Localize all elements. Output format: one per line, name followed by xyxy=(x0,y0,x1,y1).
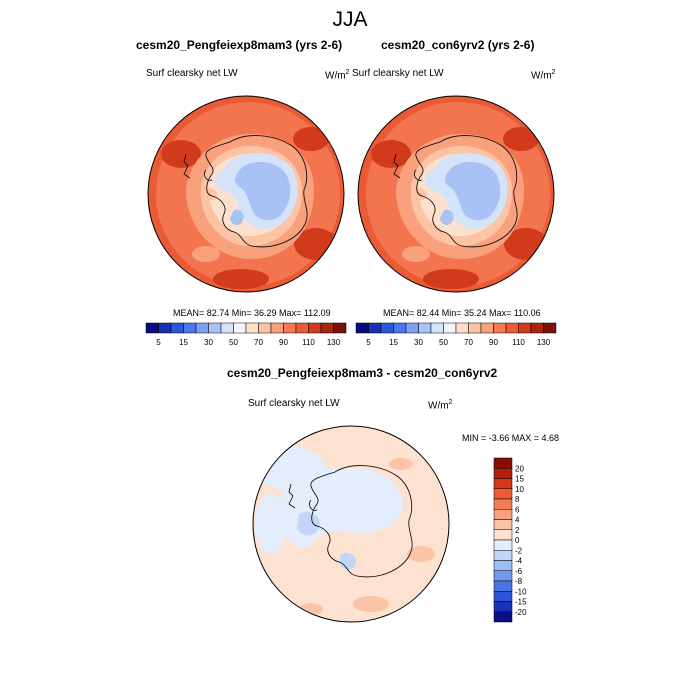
colorbar-tick-label: 6 xyxy=(515,505,520,514)
main-title: JJA xyxy=(332,8,368,31)
panel-1-units: W/m2 xyxy=(325,69,350,82)
colorbar-box xyxy=(493,591,513,602)
colorbar-box xyxy=(493,478,513,489)
colorbar-box xyxy=(493,560,513,571)
colorbar-box xyxy=(220,322,234,334)
panel-2-variable-label: Surf clearsky net LW xyxy=(352,68,444,79)
colorbar-box xyxy=(480,322,494,334)
colorbar-box xyxy=(493,509,513,520)
colorbar-tick-label: 110 xyxy=(302,338,315,347)
colorbar-box xyxy=(493,468,513,479)
panel-3-stats: MIN = -3.66 MAX = 4.68 xyxy=(462,433,560,443)
colorbar-tick-label: 90 xyxy=(489,338,498,347)
colorbar-box xyxy=(283,322,297,334)
colorbar-tick-label: 70 xyxy=(254,338,263,347)
colorbar-box xyxy=(493,611,513,623)
panel-1-title: cesm20_Pengfeiexp8mam3 (yrs 2-6) xyxy=(136,38,343,52)
colorbar-tick-label: 5 xyxy=(156,338,161,347)
panel-2-title: cesm20_con6yrv2 (yrs 2-6) xyxy=(381,38,535,52)
colorbar-tick-label: 0 xyxy=(515,536,520,545)
colorbar-box xyxy=(493,457,513,469)
colorbar-tick-label: 70 xyxy=(464,338,473,347)
colorbar-tick-label: 10 xyxy=(515,485,524,494)
colorbar-box xyxy=(493,550,513,561)
colorbar-tick-label: 15 xyxy=(179,338,188,347)
colorbar-tick-label: 20 xyxy=(515,464,524,473)
panel-3-units: W/m2 xyxy=(428,399,453,412)
panel-2-units: W/m2 xyxy=(531,69,556,82)
colorbar-tick-label: 130 xyxy=(327,338,341,347)
colorbar-tick-label: -15 xyxy=(515,598,527,607)
colorbar-box xyxy=(518,322,532,334)
panel-1-map xyxy=(147,95,345,293)
colorbar-box xyxy=(245,322,259,334)
colorbar-tick-label: 90 xyxy=(279,338,288,347)
colorbar-box xyxy=(208,322,222,334)
colorbar-tick-label: -6 xyxy=(515,567,523,576)
colorbar-tick-label: -8 xyxy=(515,577,523,586)
colorbar-tick-label: 30 xyxy=(414,338,423,347)
colorbar-tick-label: -4 xyxy=(515,557,523,566)
colorbar-box xyxy=(493,529,513,541)
colorbar-box xyxy=(430,322,444,334)
colorbar-box xyxy=(308,322,322,334)
colorbar-tick-label: 110 xyxy=(512,338,525,347)
panel-1-variable-label: Surf clearsky net LW xyxy=(146,68,238,79)
panel-2-colorbar: 5 15 30 50 70 90 110 130 xyxy=(355,322,557,347)
colorbar-box xyxy=(493,601,513,612)
colorbar-tick-label: 30 xyxy=(204,338,213,347)
colorbar-box xyxy=(468,322,482,334)
colorbar-box xyxy=(270,322,284,334)
panel-2-stats: MEAN= 82.44 Min= 35.24 Max= 110.06 xyxy=(383,308,541,318)
panel-2-map xyxy=(357,95,555,293)
colorbar-box xyxy=(355,322,369,334)
colorbar-box xyxy=(530,322,544,334)
panel-3-map xyxy=(252,425,450,623)
colorbar-tick-label: 15 xyxy=(515,475,524,484)
colorbar-tick-label: 130 xyxy=(537,338,551,347)
colorbar-box xyxy=(158,322,172,334)
colorbar-box xyxy=(493,322,507,334)
colorbar-tick-label: 4 xyxy=(515,516,520,525)
colorbar-box xyxy=(333,322,347,334)
colorbar-tick-label: 2 xyxy=(515,526,520,535)
panel-3-title: cesm20_Pengfeiexp8mam3 - cesm20_con6yrv2 xyxy=(227,366,498,380)
colorbar-box xyxy=(393,322,407,334)
colorbar-box xyxy=(368,322,382,334)
colorbar-box xyxy=(493,519,513,530)
colorbar-tick-label: 50 xyxy=(229,338,238,347)
colorbar-tick-label: -10 xyxy=(515,587,527,596)
colorbar-box xyxy=(543,322,557,334)
colorbar-box xyxy=(145,322,159,334)
colorbar-box xyxy=(455,322,469,334)
colorbar-box xyxy=(493,539,513,551)
colorbar-tick-label: 8 xyxy=(515,495,520,504)
colorbar-box xyxy=(195,322,209,334)
colorbar-box xyxy=(505,322,519,334)
panel-1-colorbar: 5 15 30 50 70 90 110 130 xyxy=(145,322,347,347)
colorbar-tick-label: 15 xyxy=(389,338,398,347)
colorbar-box xyxy=(443,322,457,334)
colorbar-box xyxy=(380,322,394,334)
panel-1-stats: MEAN= 82.74 Min= 36.29 Max= 112.09 xyxy=(173,308,331,318)
colorbar-box xyxy=(405,322,419,334)
colorbar-tick-label: 50 xyxy=(439,338,448,347)
panel-3-variable-label: Surf clearsky net LW xyxy=(248,398,340,409)
colorbar-box xyxy=(233,322,247,334)
colorbar-box xyxy=(493,580,513,592)
colorbar-tick-label: -2 xyxy=(515,546,523,555)
colorbar-box xyxy=(493,498,513,510)
colorbar-box xyxy=(258,322,272,334)
colorbar-box xyxy=(493,570,513,582)
colorbar-box xyxy=(320,322,334,334)
colorbar-tick-label: 5 xyxy=(366,338,371,347)
colorbar-box xyxy=(183,322,197,334)
colorbar-box xyxy=(493,488,513,500)
colorbar-tick-label: -20 xyxy=(515,608,527,617)
colorbar-box xyxy=(418,322,432,334)
colorbar-box xyxy=(295,322,309,334)
colorbar-box xyxy=(170,322,184,334)
